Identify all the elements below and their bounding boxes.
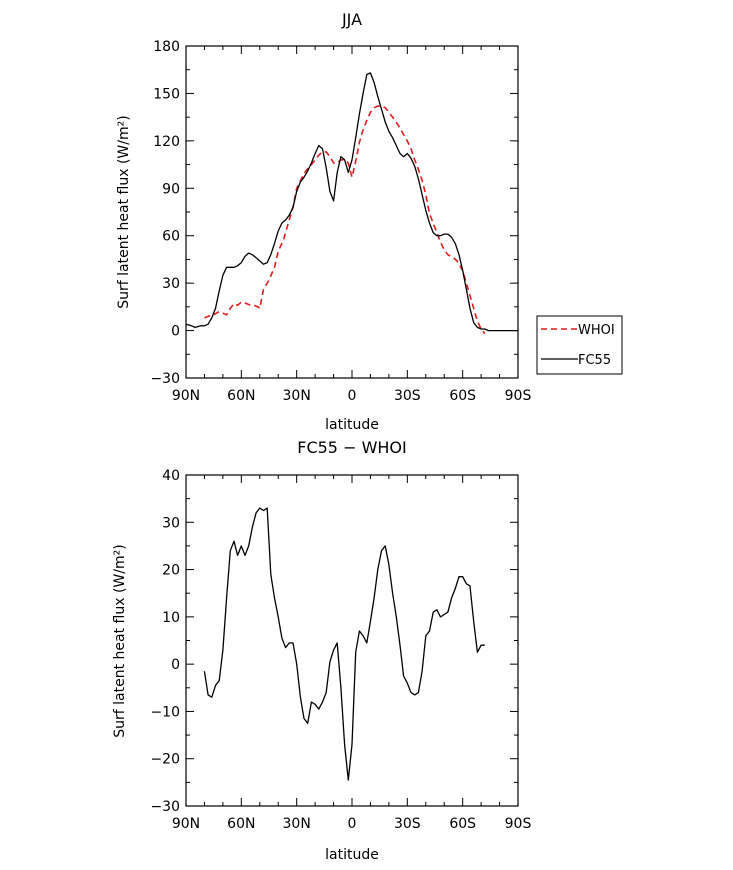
top-ytick-label: 150 bbox=[153, 86, 180, 102]
bottom-ytick-label: 10 bbox=[162, 610, 180, 626]
top-xtick-label: 60S bbox=[449, 388, 476, 404]
bottom-ytick-label: 20 bbox=[162, 563, 180, 579]
bottom-xtick-label: 0 bbox=[348, 816, 357, 832]
top-ytick-label: 0 bbox=[171, 324, 180, 340]
bottom-plot-frame bbox=[185, 474, 519, 807]
top-chart-series bbox=[185, 72, 518, 335]
panel-top: JJA Surf latent heat flux (W/m²) latitud… bbox=[116, 10, 531, 433]
panel-bottom: FC55 − WHOI Surf latent heat flux (W/m²)… bbox=[112, 438, 531, 863]
bottom-ytick-label: −10 bbox=[150, 704, 180, 720]
top-chart-ylabel: Surf latent heat flux (W/m²) bbox=[116, 115, 132, 308]
bottom-ytick-label: 30 bbox=[162, 515, 180, 531]
bottom-chart-series bbox=[203, 507, 485, 781]
bottom-xtick-label: 90N bbox=[172, 816, 200, 832]
bottom-chart-title: FC55 − WHOI bbox=[297, 438, 406, 457]
legend: WHOI FC55 bbox=[536, 315, 623, 375]
top-xtick-label: 90N bbox=[172, 388, 200, 404]
top-ytick-label: 90 bbox=[162, 181, 180, 197]
top-xtick-label: 60N bbox=[227, 388, 255, 404]
top-series-line-whoi bbox=[204, 105, 486, 335]
top-chart-title: JJA bbox=[341, 10, 362, 29]
bottom-ytick-label: 40 bbox=[162, 468, 180, 484]
top-xtick-label: 30S bbox=[394, 388, 421, 404]
bottom-xtick-label: 90S bbox=[505, 816, 532, 832]
top-series-line-fc55 bbox=[185, 72, 518, 332]
top-ytick-label: 30 bbox=[162, 276, 180, 292]
bottom-xtick-label: 30S bbox=[394, 816, 421, 832]
bottom-xtick-label: 30N bbox=[283, 816, 311, 832]
bottom-ytick-label: 0 bbox=[171, 657, 180, 673]
top-ytick-label: 120 bbox=[153, 134, 180, 150]
top-chart-axes: 90N 60N 30N 0 30S 60S 90S −30 0 30 60 90 120 150 180 bbox=[150, 39, 531, 404]
bottom-chart-ylabel: Surf latent heat flux (W/m²) bbox=[112, 544, 128, 737]
top-chart-xlabel: latitude bbox=[325, 417, 379, 433]
bottom-xtick-label: 60N bbox=[227, 816, 255, 832]
bottom-ytick-label: −20 bbox=[150, 752, 180, 768]
top-ytick-label: 180 bbox=[153, 39, 180, 55]
top-ytick-label: 60 bbox=[162, 229, 180, 245]
top-ytick-label: −30 bbox=[150, 371, 180, 387]
bottom-ytick-label: −30 bbox=[150, 799, 180, 815]
bottom-chart-xlabel: latitude bbox=[325, 847, 379, 863]
bottom-series-line-diff bbox=[203, 507, 485, 781]
legend-box bbox=[536, 315, 623, 375]
bottom-chart-axes: 90N 60N 30N 0 30S 60S 90S −30 −20 −10 0 10 20 30 40 bbox=[150, 468, 531, 832]
top-plot-frame bbox=[185, 45, 519, 379]
top-xtick-label: 0 bbox=[348, 388, 357, 404]
legend-label-fc55: FC55 bbox=[578, 353, 611, 368]
bottom-xtick-label: 60S bbox=[449, 816, 476, 832]
top-xtick-label: 30N bbox=[283, 388, 311, 404]
top-xtick-label: 90S bbox=[505, 388, 532, 404]
legend-label-whoi: WHOI bbox=[578, 323, 615, 338]
